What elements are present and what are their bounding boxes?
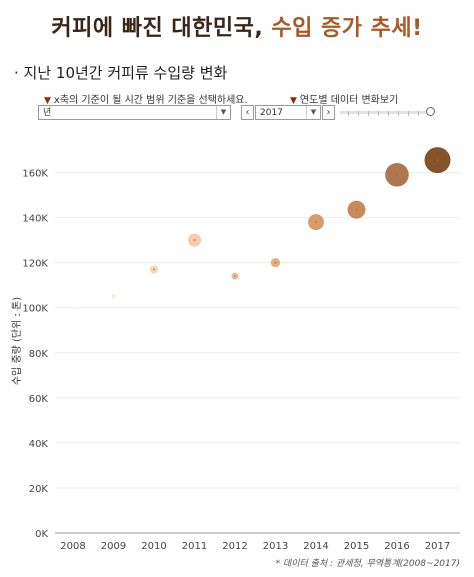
x-tick-label: 2011 bbox=[182, 541, 207, 552]
axis-select[interactable]: 년 ▼ bbox=[38, 105, 231, 120]
axis-selector-label-text: x축의 기준이 될 시간 범위 기준을 선택하세요. bbox=[53, 95, 248, 106]
data-point-center-2015 bbox=[355, 208, 358, 211]
data-point-center-2012 bbox=[234, 275, 236, 278]
data-point-center-2017 bbox=[436, 159, 439, 162]
y-tick-label: 100K bbox=[22, 304, 48, 315]
next-year-button[interactable]: › bbox=[322, 105, 335, 120]
data-point-center-2014 bbox=[315, 221, 317, 224]
prev-year-button[interactable]: ‹ bbox=[241, 105, 254, 120]
scatter-chart: 0K 20K 40K 60K 80K 100K 120K 140K 160K 수입 중량 (단위 … bbox=[10, 147, 460, 552]
year-view-label-text: 연도별 데이터 변화보기 bbox=[299, 95, 399, 106]
x-tick-label: 2010 bbox=[141, 541, 166, 552]
data-point-center-2016 bbox=[396, 173, 398, 176]
year-select[interactable]: 2017 ▼ bbox=[255, 105, 321, 120]
x-tick-label: 2017 bbox=[425, 541, 450, 552]
y-tick-label: 140K bbox=[22, 214, 48, 225]
y-tick-label: 60K bbox=[29, 394, 49, 405]
slider-tick bbox=[358, 111, 359, 116]
triangle-down-icon: ▼ bbox=[44, 96, 51, 106]
slider-tick bbox=[348, 111, 349, 116]
chevron-down-icon: ▼ bbox=[306, 106, 320, 119]
headline-part2: 수입 증가 추세! bbox=[271, 16, 423, 41]
headline: 커피에 빠진 대한민국, 수입 증가 추세! bbox=[0, 10, 474, 42]
triangle-down-icon: ▼ bbox=[290, 96, 297, 106]
headline-part1: 커피에 빠진 대한민국, bbox=[51, 16, 264, 41]
y-axis-label: 수입 중량 (단위 : 톤) bbox=[10, 297, 23, 385]
y-tick-label: 120K bbox=[22, 259, 48, 270]
slider-tick bbox=[418, 111, 419, 116]
year-view-label: ▼ 연도별 데이터 변화보기 bbox=[290, 91, 398, 106]
slider-tick bbox=[408, 111, 409, 116]
x-tick-label: 2016 bbox=[384, 541, 409, 552]
y-tick-label: 0K bbox=[35, 529, 48, 540]
axis-selector-label: ▼ x축의 기준이 될 시간 범위 기준을 선택하세요. bbox=[44, 91, 248, 106]
data-point-center-2011 bbox=[193, 239, 196, 242]
chevron-right-icon: › bbox=[326, 107, 331, 118]
data-source-note: * 데이터 출처 : 관세청, 무역통계(2008~2017) bbox=[275, 559, 460, 569]
chart-subtitle: · 지난 10년간 커피류 수입량 변화 bbox=[14, 64, 228, 82]
slider-tick bbox=[398, 111, 399, 116]
slider-tick bbox=[388, 111, 389, 116]
x-tick-label: 2008 bbox=[60, 541, 85, 552]
x-tick-label: 2009 bbox=[101, 541, 126, 552]
slider-tick bbox=[378, 111, 379, 116]
y-tick-label: 40K bbox=[29, 439, 49, 450]
data-point-center-2013 bbox=[274, 261, 277, 264]
x-tick-label: 2015 bbox=[344, 541, 369, 552]
data-point-2008 bbox=[72, 306, 74, 309]
chevron-down-icon: ▼ bbox=[216, 106, 230, 119]
y-tick-label: 160K bbox=[22, 169, 48, 180]
year-slider-handle[interactable] bbox=[426, 107, 435, 116]
x-tick-label: 2013 bbox=[263, 541, 288, 552]
y-tick-label: 20K bbox=[29, 484, 49, 495]
year-slider-track[interactable] bbox=[340, 111, 428, 114]
x-tick-label: 2012 bbox=[222, 541, 247, 552]
data-point-2009 bbox=[111, 294, 116, 299]
slider-tick bbox=[368, 111, 369, 116]
x-tick-label: 2014 bbox=[303, 541, 328, 552]
axis-select-value: 년 bbox=[43, 108, 52, 118]
year-select-value: 2017 bbox=[260, 108, 283, 118]
chevron-left-icon: ‹ bbox=[245, 107, 250, 118]
y-tick-label: 80K bbox=[29, 349, 49, 360]
data-point-center-2010 bbox=[153, 268, 155, 271]
